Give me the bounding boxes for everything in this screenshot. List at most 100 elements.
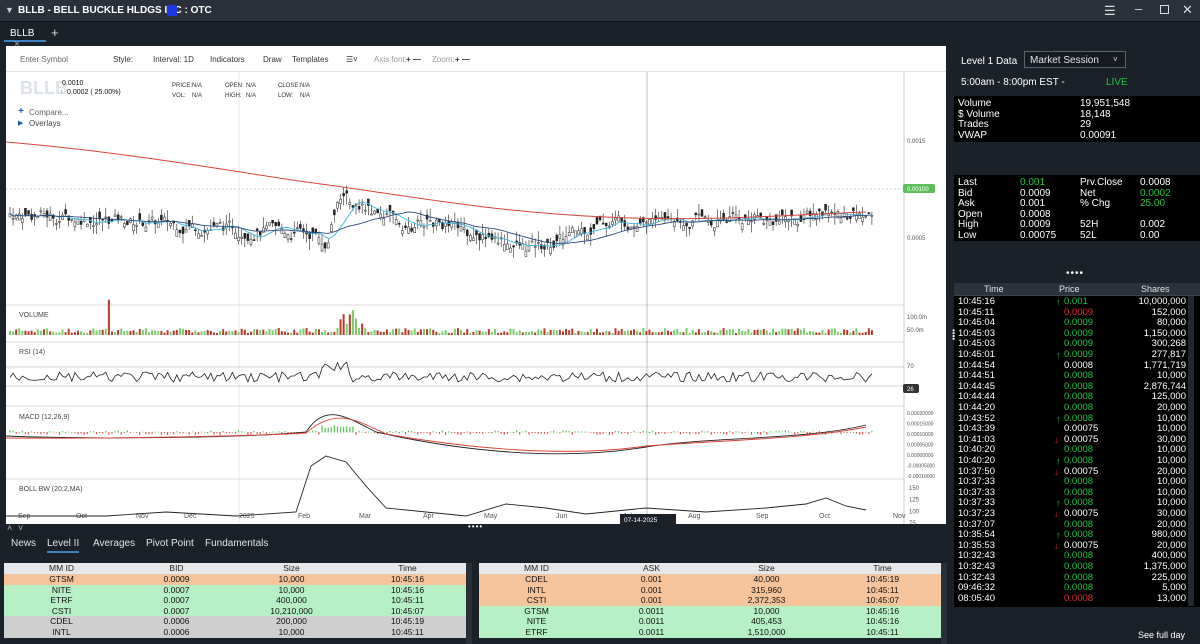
- style-menu[interactable]: Style:: [113, 55, 134, 64]
- l2-cell: 0.0006: [163, 616, 190, 627]
- drag-handle-icon[interactable]: ••••: [1066, 268, 1085, 279]
- volume-bar: [821, 329, 824, 335]
- interval-menu[interactable]: Interval: 1D: [153, 55, 194, 64]
- l2-row[interactable]: NITE 0.0007 10,000 10:45:16: [4, 584, 466, 596]
- indicators-menu[interactable]: Indicators: [210, 55, 245, 64]
- macd-histogram-bar: [522, 431, 524, 433]
- templates-menu[interactable]: Templates: [292, 55, 329, 64]
- overlays-link[interactable]: Overlays: [29, 119, 61, 128]
- l2-cell: 0.0011: [638, 616, 665, 627]
- compare-link[interactable]: Compare...: [29, 108, 69, 117]
- l2-row[interactable]: GTSM 0.0011 10,000 10:45:16: [479, 605, 941, 617]
- volume-bar: [413, 328, 416, 335]
- volume-bar: [114, 332, 117, 335]
- l2-header-cell: MM ID: [48, 563, 75, 573]
- macd-histogram-bar: [231, 432, 234, 433]
- l2-row[interactable]: CSTI 0.0007 10,210,000 10:45:07: [4, 605, 466, 617]
- plus-icon[interactable]: +: [18, 106, 24, 117]
- ts-shares: 10,000: [1156, 412, 1186, 424]
- l2-row[interactable]: CSTI 0.001 2,372,353 10:45:07: [479, 595, 941, 606]
- chart-panel[interactable]: Enter Symbol Style: Interval: 1D Indicat…: [6, 46, 946, 524]
- menu-triangle-icon[interactable]: ▼: [5, 5, 14, 15]
- l2-row[interactable]: INTL 0.001 315,960 10:45:11: [479, 584, 941, 596]
- candle-body: [48, 213, 52, 221]
- candle-body: [150, 216, 154, 220]
- quote-value-2: 25.00: [1140, 198, 1166, 210]
- quote-label-2: % Chg: [1080, 198, 1111, 210]
- volume-bar: [203, 331, 206, 335]
- l2-cell: 10:45:19: [390, 616, 425, 627]
- candle-body: [444, 222, 447, 227]
- l2-row[interactable]: ETRF 0.0011 1,510,000 10:45:11: [479, 627, 941, 638]
- zoom-plus-minus-icon[interactable]: + —: [455, 55, 470, 64]
- axis-font-control[interactable]: Axis font:: [374, 55, 407, 64]
- close-icon[interactable]: ✕: [1182, 2, 1193, 17]
- volume-bar: [342, 314, 345, 335]
- l2-row[interactable]: CDEL 0.0006 200,000 10:45:19: [4, 616, 466, 627]
- volume-bar: [577, 330, 580, 335]
- l2-row[interactable]: CDEL 0.001 40,000 10:45:19: [479, 574, 941, 585]
- candle-body: [710, 221, 713, 226]
- volume-bar: [679, 332, 682, 335]
- ts-scrollbar[interactable]: [1188, 296, 1194, 606]
- tab-fundamentals[interactable]: Fundamentals: [205, 538, 269, 549]
- macd-histogram-bar: [559, 432, 561, 434]
- symbol-input[interactable]: Enter Symbol: [20, 55, 69, 64]
- tab-averages[interactable]: Averages: [93, 538, 136, 549]
- l2-header-cell: Size: [283, 563, 300, 573]
- macd-histogram-bar: [166, 432, 169, 435]
- list-icon[interactable]: ☰˅: [346, 55, 358, 64]
- add-tab-icon[interactable]: +: [51, 25, 59, 40]
- session-select[interactable]: Market Session ˅: [1024, 51, 1126, 68]
- l2-row[interactable]: INTL 0.0006 10,000 10:45:11: [4, 627, 466, 638]
- candle-body: [85, 223, 89, 228]
- zoom-control[interactable]: Zoom:: [432, 55, 455, 64]
- axis-font-plus-minus-icon[interactable]: + —: [406, 55, 421, 64]
- collapse-down-icon[interactable]: ˅: [18, 523, 24, 533]
- volume-bar: [283, 331, 286, 335]
- macd-histogram-bar: [352, 426, 354, 433]
- ts-price: 0.0008: [1064, 529, 1094, 541]
- volume-bar: [484, 331, 487, 335]
- candle-body: [617, 215, 620, 222]
- macd-histogram-bar: [68, 431, 70, 433]
- volume-bar: [64, 332, 67, 335]
- l2-cell: 40,000: [753, 574, 780, 584]
- chart-canvas[interactable]: VOLUME RSI (14) MACD (12,26,9) BOLL BW (20,…: [6, 72, 946, 524]
- bid-scrollbar[interactable]: [466, 563, 472, 644]
- ts-price: 0.00075: [1064, 508, 1099, 519]
- candle-body: [283, 232, 287, 238]
- candle-body: [292, 232, 296, 234]
- l2-row[interactable]: ETRF 0.0007 400,000 10:45:11: [4, 595, 466, 606]
- draw-menu[interactable]: Draw: [263, 55, 282, 64]
- x-axis-label: Sep: [756, 513, 769, 520]
- tab-news[interactable]: News: [11, 538, 37, 549]
- tab-bllb[interactable]: BLLB ×: [4, 24, 46, 50]
- macd-histogram-bar: [377, 432, 379, 435]
- macd-histogram-bar: [92, 431, 95, 433]
- tab-level-ii[interactable]: Level II: [47, 538, 80, 553]
- l2-row[interactable]: NITE 0.0011 405,453 10:45:16: [479, 616, 941, 627]
- candle-body: [252, 239, 256, 241]
- maximize-icon[interactable]: [1160, 5, 1169, 14]
- see-full-day-link[interactable]: See full day: [1138, 630, 1186, 640]
- side-drag-handle-icon[interactable]: ••••: [949, 329, 958, 341]
- x-axis-label: Sep: [18, 513, 31, 520]
- tab-close-icon[interactable]: ×: [14, 39, 20, 50]
- tab-pivot-point[interactable]: Pivot Point: [146, 538, 194, 549]
- symbol-color-icon[interactable]: [167, 5, 177, 16]
- ts-shares: 10,000: [1156, 476, 1186, 488]
- macd-histogram-bar: [448, 431, 450, 433]
- ask-scrollbar[interactable]: [941, 563, 947, 644]
- ts-time: 10:45:03: [958, 327, 995, 339]
- l2-cell: GTSM: [524, 605, 549, 616]
- candle-body: [234, 232, 237, 239]
- quote-value: 0.001: [1020, 177, 1046, 188]
- minimize-icon[interactable]: –: [1135, 1, 1143, 16]
- bottom-drag-handle-icon[interactable]: ••••: [468, 522, 484, 531]
- l2-row[interactable]: GTSM 0.0009 10,000 10:45:16: [4, 574, 466, 585]
- collapse-up-icon[interactable]: ˄: [7, 523, 13, 533]
- volume-bar: [379, 331, 382, 335]
- hamburger-icon[interactable]: ☰: [1104, 3, 1116, 18]
- play-icon[interactable]: ▶: [18, 120, 24, 127]
